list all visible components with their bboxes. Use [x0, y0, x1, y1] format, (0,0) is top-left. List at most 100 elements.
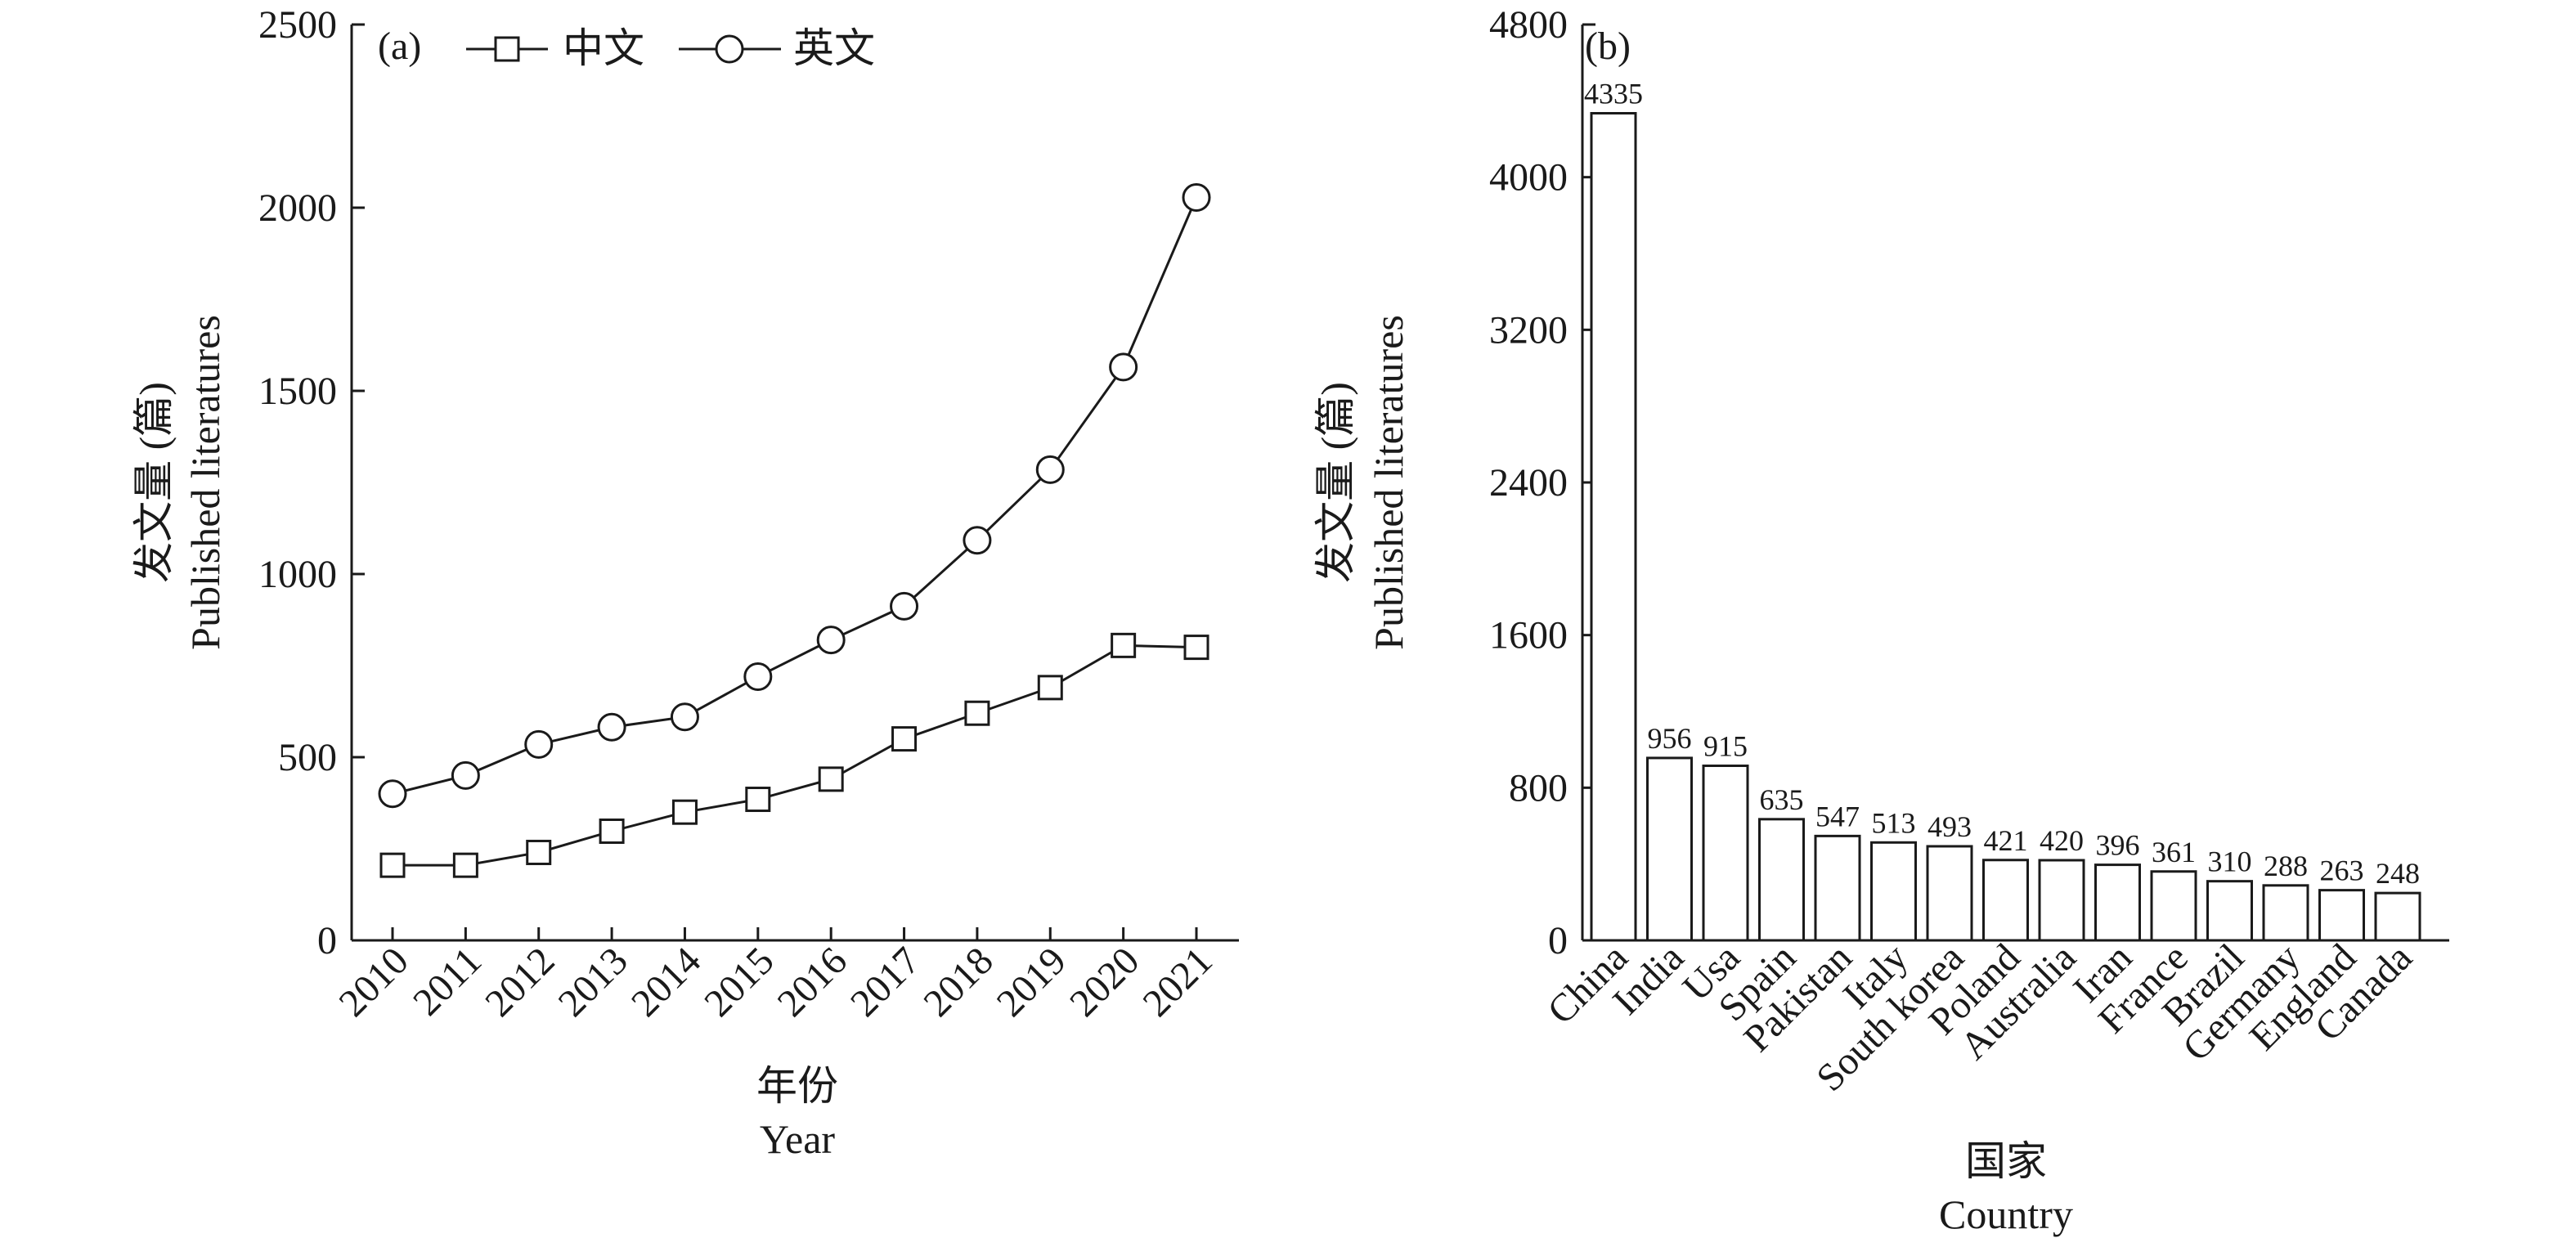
legend-circle-marker [715, 34, 744, 64]
x-axis-title-zh: 国家 [1965, 1138, 2047, 1184]
x-axis-title: Year [760, 1116, 835, 1162]
data-point-circle [451, 760, 480, 790]
y-axis-title: Published literatures [182, 315, 228, 650]
legend: 中文 英文 [466, 25, 875, 71]
bar [1646, 756, 1693, 942]
data-point-circle [743, 662, 773, 691]
data-point-square [891, 726, 918, 752]
y-tick-label: 4800 [1489, 3, 1568, 47]
x-tick-label: 2011 [405, 939, 490, 1024]
y-axis-title-zh: 发文量 (篇) [1313, 382, 1358, 583]
y-tick-label: 2400 [1489, 461, 1568, 505]
x-axis-title-zh: 年份 [756, 1063, 838, 1109]
bar-value-label: 420 [2040, 824, 2084, 857]
x-axis-title: Country [1939, 1191, 2073, 1237]
bar-value-label: 248 [2376, 857, 2420, 890]
bar-value-label: 513 [1872, 806, 1916, 839]
x-tick-label: 2012 [477, 939, 563, 1025]
bar-value-label: 915 [1703, 730, 1748, 763]
data-point-square [745, 787, 771, 813]
x-tick-label: 2020 [1061, 939, 1147, 1025]
bar-value-label: 310 [2208, 846, 2252, 878]
bar [1982, 859, 2029, 942]
data-point-circle [378, 779, 407, 809]
x-tick-label: 2015 [696, 939, 782, 1025]
bar [2374, 891, 2421, 942]
y-ticks: 0 800 1600 2400 3200 4000 4800 [1489, 3, 1595, 962]
data-point-circle [963, 526, 992, 555]
bar [1870, 841, 1917, 942]
data-point-square [1183, 635, 1209, 661]
x-tick-label: 2019 [989, 939, 1075, 1025]
panel-label: (b) [1585, 25, 1631, 68]
data-point-square [1111, 632, 1137, 658]
x-tick-label: 2018 [915, 939, 1001, 1025]
bar [1702, 765, 1749, 942]
bar-chart-panel: 0 800 1600 2400 3200 4000 4800 4335China956Ind… [1313, 3, 2449, 1237]
data-point-square [452, 852, 478, 878]
bar [1758, 818, 1805, 942]
bar [1590, 112, 1637, 942]
y-tick-label: 1600 [1489, 614, 1568, 657]
y-tick-label: 500 [278, 736, 337, 779]
legend-square-marker [494, 36, 520, 62]
y-tick-label: 3200 [1489, 308, 1568, 352]
x-tick-label: 2013 [550, 939, 636, 1025]
x-tick-label: 2021 [1134, 939, 1220, 1025]
y-tick-label: 0 [1548, 919, 1568, 962]
bar [2318, 889, 2365, 942]
data-point-square [599, 818, 625, 844]
y-tick-label: 1500 [258, 370, 337, 413]
bars-group: 4335China956India915Usa635Spain547Pakist… [1539, 78, 2421, 1100]
y-tick-label: 4000 [1489, 156, 1568, 200]
data-point-circle [524, 729, 554, 759]
data-point-circle [890, 591, 919, 621]
bar-value-label: 956 [1648, 722, 1692, 755]
data-point-square [964, 700, 990, 726]
data-point-circle [670, 702, 699, 732]
data-point-circle [1109, 352, 1138, 382]
y-tick-label: 800 [1509, 766, 1568, 810]
data-point-square [526, 839, 552, 865]
data-point-square [379, 852, 406, 878]
series-group [378, 182, 1211, 878]
bar [1814, 834, 1861, 942]
bar [2150, 870, 2197, 942]
data-point-circle [597, 712, 626, 742]
panel-label: (a) [378, 25, 421, 68]
y-tick-label: 1000 [258, 553, 337, 596]
legend-label-series-1: 中文 [563, 25, 644, 71]
data-point-square [671, 799, 698, 825]
bar-value-label: 421 [1984, 824, 2028, 857]
x-ticks: 2010201120122013201420152016201720182019… [330, 927, 1221, 1025]
series-line-2 [392, 196, 1198, 796]
bar-value-label: 635 [1760, 783, 1804, 816]
bar-value-label: 263 [2320, 855, 2364, 887]
bar-value-label: 493 [1928, 810, 1972, 843]
data-point-circle [1035, 455, 1065, 484]
data-point-square [1037, 675, 1063, 701]
y-axis-title-zh: 发文量 (篇) [131, 382, 177, 583]
y-ticks: 0 500 1000 1500 2000 2500 [258, 3, 365, 962]
bar [2206, 880, 2253, 942]
bar [1926, 845, 1973, 942]
y-tick-label: 2500 [258, 3, 337, 47]
data-point-square [818, 766, 844, 792]
legend-label-series-2: 英文 [793, 25, 875, 71]
x-tick-label: 2010 [330, 939, 416, 1025]
x-tick-label: 2014 [623, 939, 709, 1025]
bar [2094, 863, 2141, 942]
bar [2262, 884, 2309, 942]
y-tick-label: 2000 [258, 186, 337, 230]
bar-value-label: 4335 [1584, 78, 1643, 110]
bar-value-label: 361 [2152, 836, 2196, 868]
data-point-circle [816, 626, 846, 655]
x-tick-label: 2017 [842, 939, 928, 1025]
bar-value-label: 288 [2264, 850, 2308, 882]
bar-value-label: 396 [2096, 829, 2140, 862]
data-point-circle [1182, 182, 1211, 212]
bar [2038, 859, 2085, 942]
